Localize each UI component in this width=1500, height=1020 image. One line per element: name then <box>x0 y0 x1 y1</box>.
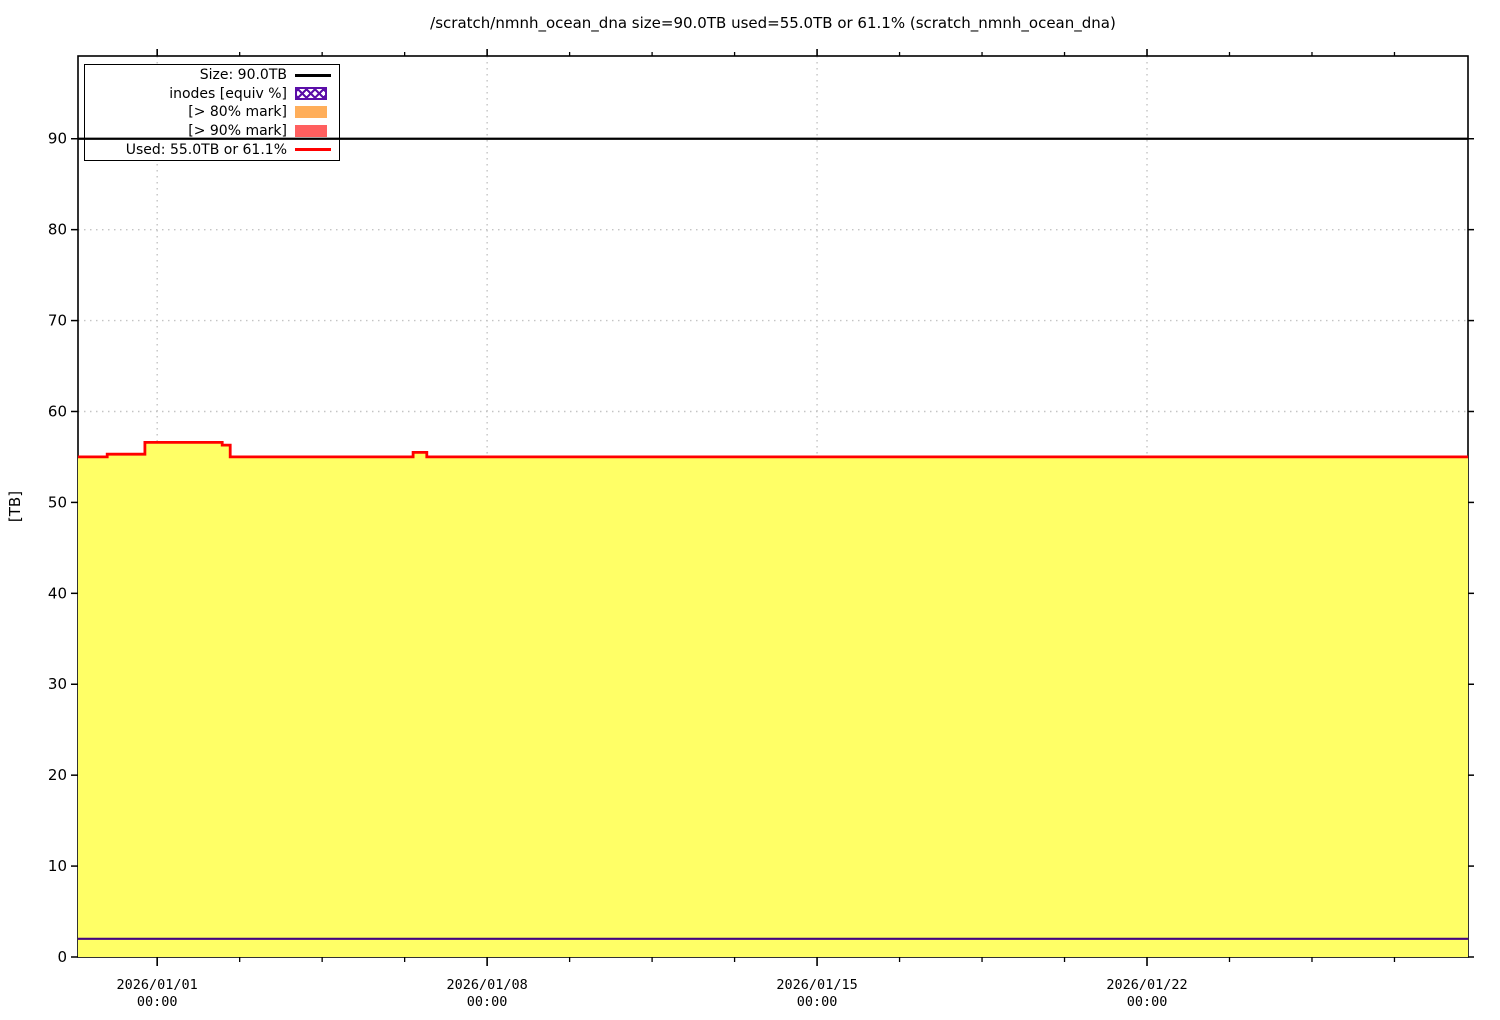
chart-title: /scratch/nmnh_ocean_dna size=90.0TB used… <box>430 14 1116 32</box>
svg-text:50: 50 <box>48 493 67 511</box>
mark90-color-swatch <box>295 125 333 138</box>
svg-text:00:00: 00:00 <box>797 994 838 1010</box>
svg-text:30: 30 <box>48 675 67 693</box>
legend-item-size: Size: 90.0TB <box>87 66 333 84</box>
legend-item-80-mark: [> 80% mark] <box>87 103 333 121</box>
svg-text:80: 80 <box>48 221 67 239</box>
svg-text:40: 40 <box>48 584 67 602</box>
legend: Size: 90.0TB inodes [equiv %] [> 80% mar… <box>84 64 340 161</box>
svg-text:70: 70 <box>48 312 67 330</box>
svg-text:[TB]: [TB] <box>6 491 24 522</box>
svg-text:90: 90 <box>48 130 67 148</box>
legend-item-90-mark: [> 90% mark] <box>87 122 333 140</box>
svg-text:2026/01/01: 2026/01/01 <box>117 977 198 993</box>
legend-item-label: Used: 55.0TB or 61.1% <box>125 141 287 158</box>
size-line-sample <box>295 73 333 77</box>
svg-text:00:00: 00:00 <box>137 994 178 1010</box>
legend-item-label: [> 90% mark] <box>188 123 287 140</box>
svg-text:00:00: 00:00 <box>467 994 508 1010</box>
svg-text:10: 10 <box>48 857 67 875</box>
svg-text:2026/01/22: 2026/01/22 <box>1106 977 1187 993</box>
legend-item-label: Size: 90.0TB <box>199 67 287 84</box>
svg-text:2026/01/15: 2026/01/15 <box>776 977 857 993</box>
svg-text:0: 0 <box>57 948 67 966</box>
mark80-color-swatch <box>295 106 333 119</box>
svg-text:00:00: 00:00 <box>1127 994 1168 1010</box>
used-line-sample <box>295 148 333 152</box>
inodes-hatch-swatch <box>295 87 333 101</box>
svg-text:2026/01/08: 2026/01/08 <box>446 977 527 993</box>
svg-text:20: 20 <box>48 766 67 784</box>
legend-item-used: Used: 55.0TB or 61.1% <box>87 141 333 159</box>
legend-item-label: [> 80% mark] <box>188 104 287 121</box>
legend-item-inodes: inodes [equiv %] <box>87 85 333 103</box>
svg-text:60: 60 <box>48 402 67 420</box>
legend-item-label: inodes [equiv %] <box>169 85 287 102</box>
